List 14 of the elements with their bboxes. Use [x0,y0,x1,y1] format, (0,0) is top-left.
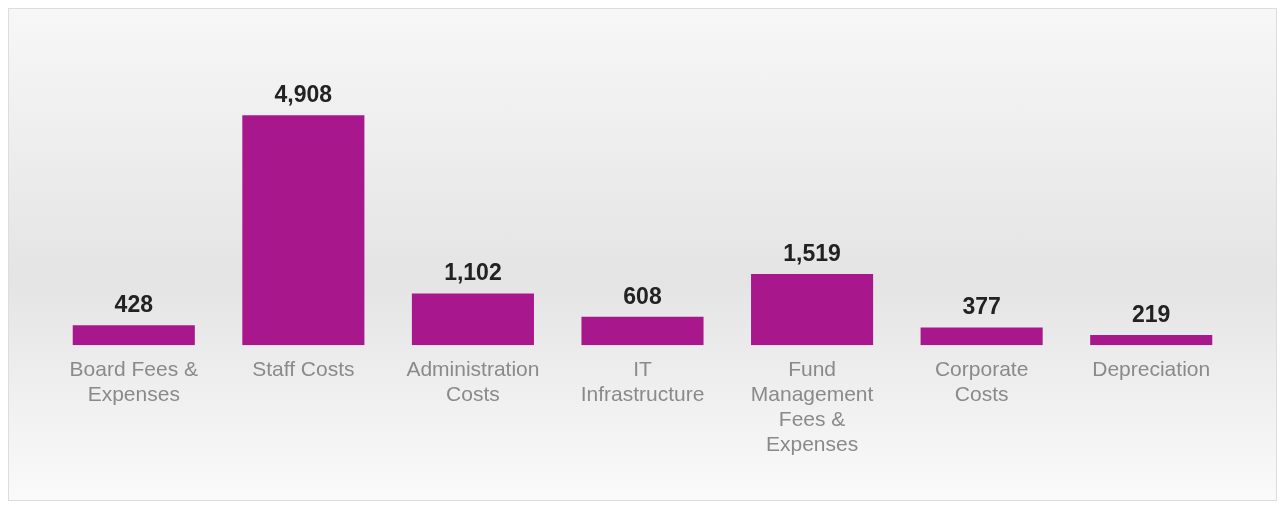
x-tick-label: Fund Management Fees & Expenses [750,356,874,456]
data-label: 608 [623,282,662,309]
data-label: 377 [962,293,1001,320]
data-label: 219 [1132,300,1171,327]
data-label: 428 [114,290,154,317]
data-label: 4,908 [274,81,333,108]
data-label: 1,102 [444,259,502,286]
x-tick-label: IT Infrastructure [580,356,705,405]
data-label: 1,519 [783,239,841,266]
x-tick-label: Staff Costs [252,356,355,380]
x-tick-label: Administration Costs [406,356,540,405]
x-tick-label: Corporate Costs [934,356,1029,405]
x-tick-label: Depreciation [1092,356,1211,380]
x-tick-label: Board Fees & Expenses [69,356,198,405]
